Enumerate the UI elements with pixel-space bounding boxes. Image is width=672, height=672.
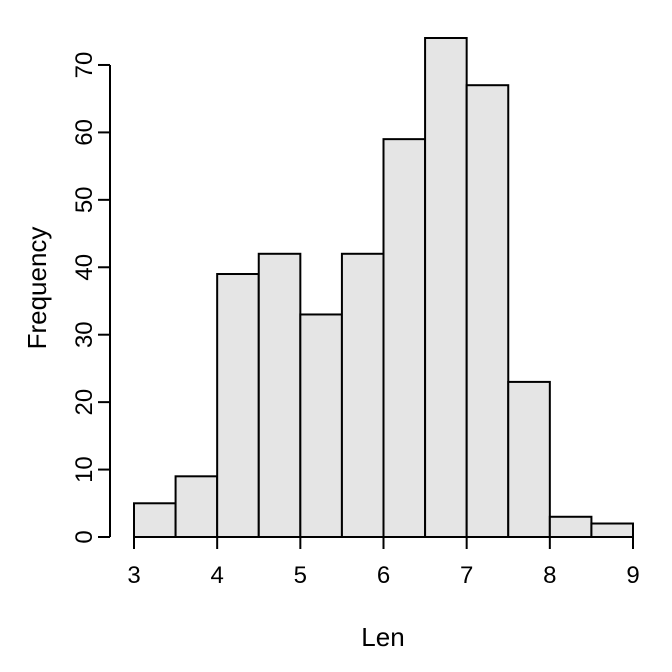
histogram-bar xyxy=(174,475,219,539)
histogram-bar xyxy=(465,84,510,539)
histogram-bar xyxy=(424,37,468,538)
histogram-bar xyxy=(133,502,177,538)
y-axis-title: Frequency xyxy=(22,227,52,350)
histogram-bar xyxy=(299,313,343,538)
histogram-bar xyxy=(548,515,593,538)
y-tick-label: 50 xyxy=(71,186,98,213)
y-tick-label: 0 xyxy=(71,530,98,543)
histogram-bar xyxy=(590,522,635,538)
x-tick-label: 6 xyxy=(377,562,390,589)
x-tick-label: 4 xyxy=(210,562,223,589)
y-tick-label: 20 xyxy=(71,389,98,416)
y-tick-label: 60 xyxy=(71,119,98,146)
histogram-bar xyxy=(507,380,551,538)
bars-group xyxy=(133,37,635,539)
x-tick-label: 7 xyxy=(460,562,473,589)
histogram-bar xyxy=(216,273,260,538)
x-axis-title: Len xyxy=(361,622,404,652)
x-tick-label: 3 xyxy=(127,562,140,589)
x-tick-label: 9 xyxy=(626,562,639,589)
histogram-bar xyxy=(340,252,385,538)
y-axis: 0 10 20 30 40 50 60 70 xyxy=(71,52,111,544)
y-tick-label: 40 xyxy=(71,254,98,281)
y-tick-label: 70 xyxy=(71,52,98,79)
histogram-bar xyxy=(382,138,427,538)
x-tick-label: 5 xyxy=(294,562,307,589)
histogram-bar xyxy=(257,252,302,538)
x-tick-label: 8 xyxy=(543,562,556,589)
y-tick-label: 30 xyxy=(71,321,98,348)
y-tick-label: 10 xyxy=(71,456,98,483)
x-axis: 3 4 5 6 7 8 9 xyxy=(127,536,640,589)
